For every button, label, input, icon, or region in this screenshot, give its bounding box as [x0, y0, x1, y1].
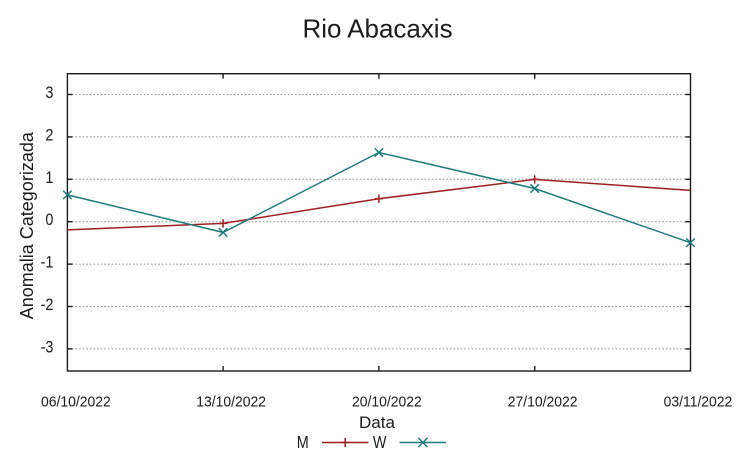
svg-text:1: 1 — [45, 169, 53, 187]
svg-text:06/10/2022: 06/10/2022 — [41, 394, 111, 411]
svg-text:-3: -3 — [41, 338, 54, 356]
svg-text:20/10/2022: 20/10/2022 — [352, 394, 422, 411]
svg-text:-1: -1 — [41, 254, 54, 272]
svg-text:2: 2 — [45, 126, 53, 144]
svg-text:3: 3 — [45, 84, 53, 102]
svg-text:03/11/2022: 03/11/2022 — [664, 394, 733, 411]
svg-text:13/10/2022: 13/10/2022 — [196, 394, 266, 411]
svg-text:Data: Data — [359, 413, 395, 432]
svg-text:27/10/2022: 27/10/2022 — [508, 394, 578, 411]
svg-text:0: 0 — [45, 211, 53, 229]
svg-text:W: W — [373, 433, 387, 453]
svg-text:M: M — [297, 433, 309, 453]
svg-text:Rio Abacaxis: Rio Abacaxis — [302, 13, 452, 43]
svg-text:Anomalia Categorizada: Anomalia Categorizada — [17, 131, 37, 319]
svg-text:-2: -2 — [41, 296, 54, 314]
